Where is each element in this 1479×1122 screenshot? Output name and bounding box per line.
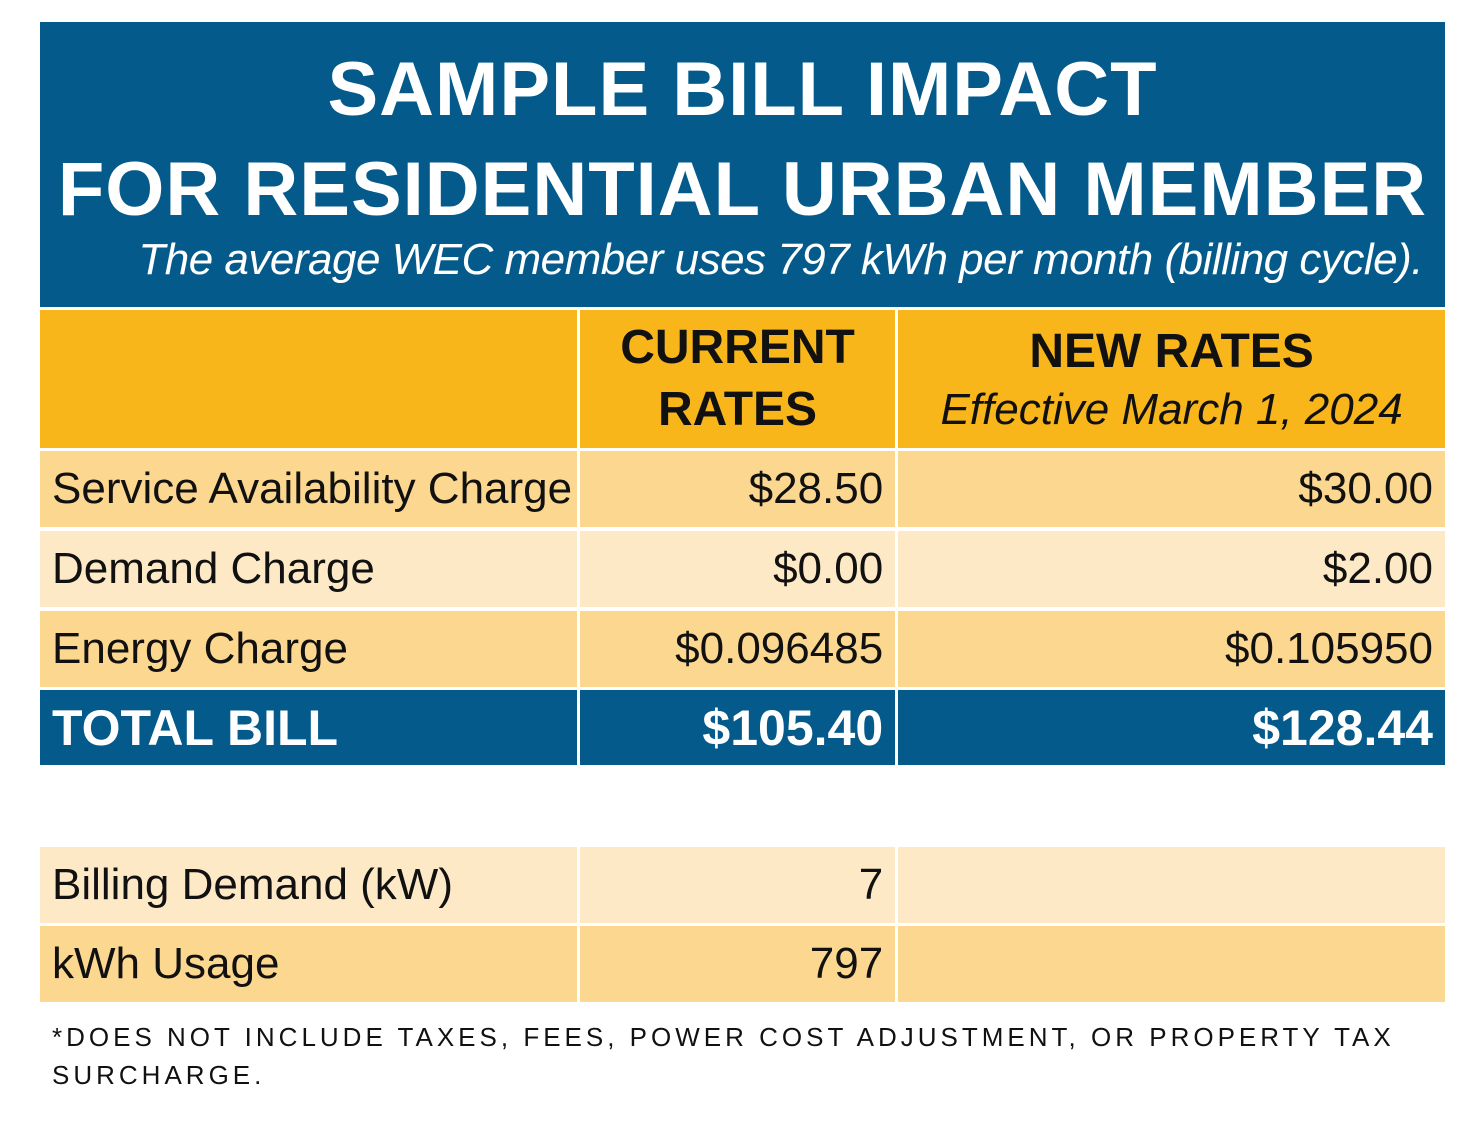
total-label: TOTAL BILL [40,690,577,765]
row-new-value: $0.105950 [898,611,1445,687]
table-row: Energy Charge $0.096485 $0.105950 [40,611,1445,687]
usage-value: 7 [579,847,896,923]
row-new-value: $30.00 [898,451,1445,527]
header-empty-cell [40,310,577,448]
row-current-value: $0.00 [579,531,896,607]
row-label: Service Availability Charge [40,451,577,527]
header-current-rates: CURRENT RATES [579,310,896,448]
row-label: Demand Charge [40,531,577,607]
header-new-line1: NEW RATES [1029,325,1314,379]
total-new-value: $128.44 [898,690,1445,765]
usage-label: Billing Demand (kW) [40,847,577,923]
usage-label: kWh Usage [40,926,577,1002]
usage-row: kWh Usage 797 [40,926,1445,1002]
usage-value: 797 [579,926,896,1002]
row-current-value: $0.096485 [579,611,896,687]
table-row: Service Availability Charge $28.50 $30.0… [40,451,1445,527]
usage-empty-cell [898,847,1445,923]
footnote: *DOES NOT INCLUDE TAXES, FEES, POWER COS… [52,1022,1395,1090]
table-header: CURRENT RATES NEW RATES Effective March … [40,310,1445,448]
page-title-line2: FOR RESIDENTIAL URBAN MEMBER [57,147,1428,232]
row-label: Energy Charge [40,611,577,687]
page-subtitle: The average WEC member uses 797 kWh per … [138,235,1423,284]
total-row: TOTAL BILL $105.40 $128.44 [40,690,1445,765]
title-banner: SAMPLE BILL IMPACT FOR RESIDENTIAL URBAN… [40,22,1445,307]
page-title: SAMPLE BILL IMPACT [327,47,1158,132]
row-new-value: $2.00 [898,531,1445,607]
header-current-line2: RATES [657,383,818,436]
row-current-value: $28.50 [579,451,896,527]
table-row: Demand Charge $0.00 $2.00 [40,531,1445,607]
header-new-rates: NEW RATES Effective March 1, 2024 [898,310,1445,448]
usage-row: Billing Demand (kW) 7 [40,847,1445,923]
total-current-value: $105.40 [579,690,896,765]
header-current-line1: CURRENT [620,320,855,374]
usage-empty-cell [898,926,1445,1002]
header-new-effective-date: Effective March 1, 2024 [940,384,1403,434]
